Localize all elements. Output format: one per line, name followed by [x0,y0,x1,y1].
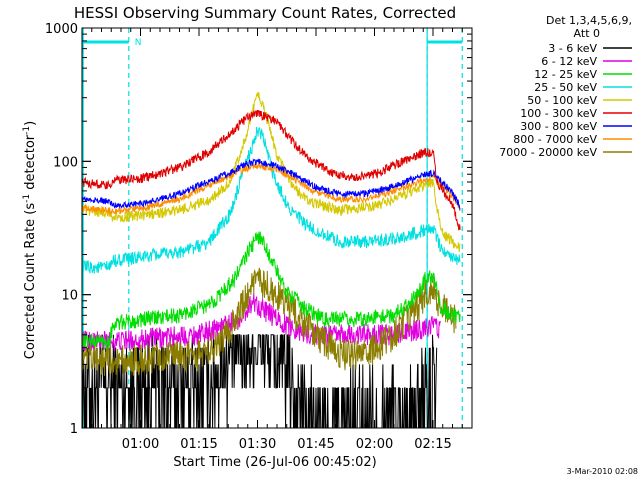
series-line-3 [81,126,461,274]
legend-label-0: 3 - 6 keV [548,42,597,55]
chart-title: HESSI Observing Summary Count Rates, Cor… [74,4,456,22]
series-line-5 [81,109,461,231]
legend-label-4: 50 - 100 keV [527,94,597,107]
y-tick-label: 1000 [45,22,78,37]
flag-letter: N [135,38,142,48]
y-tick-label: 100 [53,155,78,170]
x-ticks: 01:00 01:15 01:30 01:45 02:00 02:15 [81,28,473,452]
legend-label-8: 7000 - 20000 keV [499,146,597,159]
series-line-6 [81,158,461,210]
x-axis-label: Start Time (26-Jul-06 00:45:02) [173,455,376,470]
x-tick-label: 01:00 [122,437,159,452]
legend-label-6: 300 - 800 keV [520,120,597,133]
legend-label-5: 100 - 300 keV [520,107,597,120]
legend-header-line-2: Att 0 [574,27,600,40]
x-tick-label: 02:15 [414,437,451,452]
y-ticks: 1 10 100 1000 [45,22,472,437]
timestamp: 3-Mar-2010 02:08 [567,467,638,476]
legend-label-1: 6 - 12 keV [541,55,597,68]
y-tick-label: 10 [61,289,78,304]
y-axis-label: Corrected Count Rate (s-1 detector-1) [22,121,38,359]
flag-layer: N [82,38,463,48]
series-line-4 [81,91,461,253]
legend-label-7: 800 - 7000 keV [513,133,597,146]
series-line-7 [81,161,461,215]
series-layer [81,91,461,429]
x-tick-label: 02:00 [356,437,393,452]
legend-label-2: 12 - 25 keV [534,68,597,81]
series-line-8 [81,267,457,376]
x-tick-label: 01:30 [239,437,276,452]
legend-header-line-1: Det 1,3,4,5,6,9, [546,14,632,27]
y-tick-label: 1 [70,422,78,437]
x-tick-label: 01:45 [297,437,334,452]
x-tick-label: 01:15 [180,437,217,452]
series-line-2 [81,231,461,350]
legend-label-3: 25 - 50 keV [534,81,597,94]
